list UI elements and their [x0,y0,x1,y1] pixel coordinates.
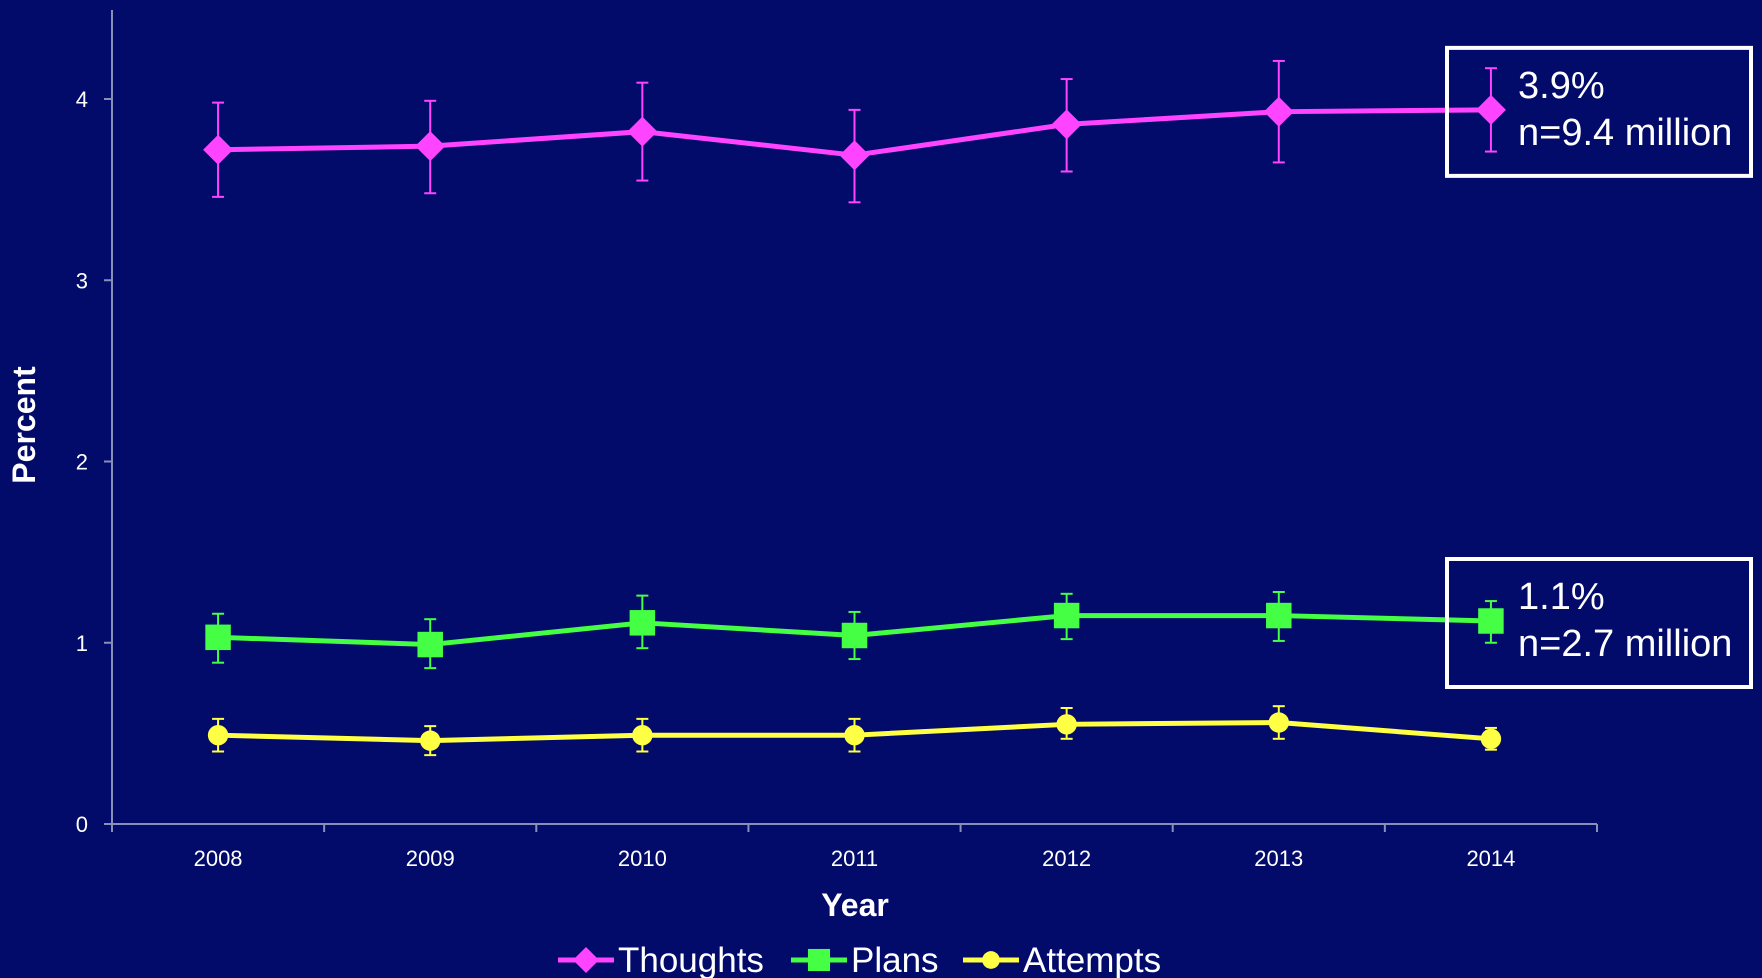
data-point-attempts [420,730,441,751]
series-thoughts [203,59,1506,204]
data-point-thoughts [1475,94,1506,125]
data-point-plans [1053,602,1080,629]
callout-box [1445,45,1753,178]
series-plans [205,591,1504,670]
legend-item-attempts: Attempts [963,941,1161,978]
y-tick-label: 0 [76,812,88,837]
x-axis-title: Year [821,887,889,923]
callout-text: n=9.4 million [1518,112,1732,154]
y-tick-label: 4 [76,87,88,112]
data-point-attempts [1056,714,1077,735]
callout-text: 3.9% [1518,65,1605,107]
y-tick-label: 2 [76,450,88,475]
data-point-plans [417,631,443,658]
x-tick-label: 2012 [1042,846,1091,871]
data-point-attempts [632,724,653,746]
data-point-thoughts [839,140,870,171]
x-tick-label: 2014 [1466,846,1515,871]
legend-label: Plans [851,941,939,978]
data-point-plans [205,624,231,651]
data-point-thoughts [1051,109,1082,140]
data-point-thoughts [1263,96,1294,127]
callout-text: n=2.7 million [1518,623,1732,665]
data-point-thoughts [627,116,658,147]
data-point-attempts [207,724,229,746]
data-point-attempts [1480,728,1502,750]
x-tick-label: 2010 [618,846,667,871]
axes: 0 1 2 3 4 2008 2009 2010 2011 2012 2013 2014 [76,10,1598,871]
data-point-plans [1478,608,1504,634]
x-tick-label: 2009 [406,846,455,871]
legend-item-plans: Plans [791,941,939,978]
legend-marker-attempts [982,951,1000,969]
legend-marker-thoughts [573,947,599,973]
legend-item-thoughts: Thoughts [558,941,764,978]
data-point-plans [1266,602,1292,629]
data-point-attempts [844,724,865,746]
series-layer [203,59,1506,757]
data-point-thoughts [203,134,234,165]
callout-box [1445,557,1753,689]
data-point-plans [841,622,868,649]
data-point-thoughts [415,131,446,162]
x-tick-label: 2013 [1254,846,1303,871]
legend: Thoughts Plans Attempts [558,941,1161,978]
y-tick-label: 1 [76,631,88,656]
series-attempts [207,705,1502,757]
x-tick-label: 2011 [831,846,878,871]
callout-text: 1.1% [1518,576,1605,618]
data-point-attempts [1268,712,1289,733]
y-tick-label: 3 [76,268,88,293]
data-point-plans [629,610,656,636]
y-axis-title: Percent [6,366,42,484]
callout-plans: 1.1% n=2.7 million [1445,557,1753,689]
legend-label: Thoughts [618,941,764,978]
legend-label: Attempts [1023,941,1161,978]
x-tick-label: 2008 [194,846,243,871]
legend-marker-plans [807,948,831,972]
callouts: 3.9% n=9.4 million 1.1% n=2.7 million [1445,45,1753,689]
callout-thoughts: 3.9% n=9.4 million [1445,45,1753,178]
